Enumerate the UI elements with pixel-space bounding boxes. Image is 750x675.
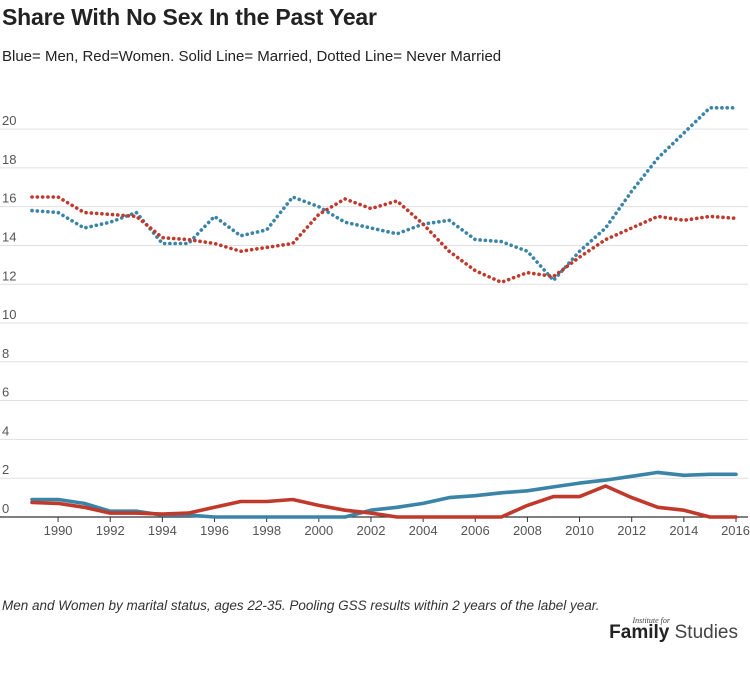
y-tick-label: 0	[2, 501, 9, 516]
series-line-women-never-married	[30, 195, 738, 285]
x-tick-label: 2002	[357, 523, 386, 538]
y-tick-label: 12	[2, 268, 16, 283]
institute-for-family-studies-logo: Institute for Family Studies	[609, 616, 738, 644]
y-tick-label: 8	[2, 346, 9, 361]
y-tick-label: 18	[2, 152, 16, 167]
logo-tagline: Institute for	[632, 616, 670, 625]
x-tick-label: 2012	[617, 523, 646, 538]
x-tick-label: 2004	[409, 523, 438, 538]
x-tick-label: 1998	[252, 523, 281, 538]
x-tick-label: 2000	[304, 523, 333, 538]
y-tick-label: 20	[2, 113, 16, 128]
logo-word-studies: Studies	[674, 622, 738, 643]
x-tick-label: 2010	[565, 523, 594, 538]
y-tick-label: 6	[2, 385, 9, 400]
logo-word-family: Family	[609, 622, 670, 643]
x-tick-label: 1990	[44, 523, 73, 538]
x-tick-label: 1994	[148, 523, 177, 538]
chart-title: Share With No Sex In the Past Year	[2, 4, 377, 30]
x-tick-label: 2008	[513, 523, 542, 538]
x-tick-label: 2006	[461, 523, 490, 538]
y-axis-ticks: 0 2 4 6 8 10 12 14 16 18 20	[2, 113, 16, 516]
y-tick-label: 10	[2, 307, 16, 322]
series-line-men-never-married	[30, 106, 738, 283]
line-chart: 0 2 4 6 8 10 12 14 16 18 20 1990 1992 1994 1996 1998 20…	[0, 106, 750, 538]
series-line-men-married	[30, 470, 738, 519]
chart-subtitle: Blue= Men, Red=Women. Solid Line= Marrie…	[2, 48, 502, 65]
series-line-women-married	[30, 484, 738, 519]
x-tick-label: 2014	[669, 523, 698, 538]
x-tick-label: 2016	[721, 523, 750, 538]
y-tick-label: 4	[2, 423, 9, 438]
x-tick-label: 1992	[96, 523, 125, 538]
footnote: Men and Women by marital status, ages 22…	[2, 598, 600, 613]
x-axis-ticks: 1990 1992 1994 1996 1998 2000 2002 2004 2006 2008…	[44, 517, 750, 538]
x-tick-label: 1996	[200, 523, 229, 538]
y-tick-label: 2	[2, 462, 9, 477]
y-tick-label: 14	[2, 229, 16, 244]
logo-wordmark: Family Studies	[609, 622, 738, 644]
series-lines	[30, 106, 738, 519]
y-tick-label: 16	[2, 191, 16, 206]
